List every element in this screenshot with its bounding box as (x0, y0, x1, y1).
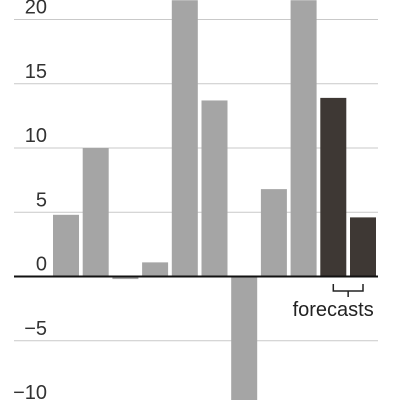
forecast-bar (350, 217, 376, 277)
bars (53, 0, 376, 400)
bar (260, 189, 287, 277)
y-tick-label: 10 (25, 125, 47, 147)
bar (53, 214, 79, 277)
bar (231, 276, 258, 400)
forecast-bar (320, 97, 347, 277)
bar (171, 0, 198, 277)
y-tick-labels: −10 −5 0 5 10 15 20 (13, 0, 47, 400)
y-tick-label: −10 (13, 382, 47, 400)
forecast-label: forecasts (293, 299, 374, 321)
bar (142, 262, 169, 277)
y-tick-label: 15 (25, 61, 47, 83)
y-tick-label: −5 (24, 318, 47, 340)
bar (82, 148, 109, 277)
forecast-annotation: forecasts (293, 284, 374, 321)
bar (290, 0, 317, 277)
forecast-bracket (332, 284, 364, 297)
bar (201, 100, 228, 277)
bar (112, 276, 139, 280)
y-tick-label: 20 (25, 0, 47, 19)
y-tick-label: 0 (36, 254, 47, 276)
y-tick-label: 5 (36, 189, 47, 211)
